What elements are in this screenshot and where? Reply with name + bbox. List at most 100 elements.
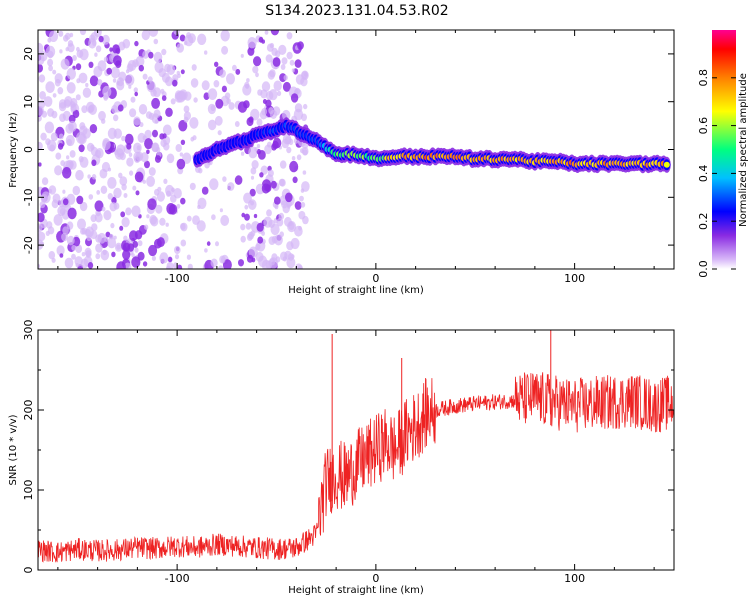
noise-blob xyxy=(153,109,161,118)
noise-blob xyxy=(116,261,126,269)
noise-blob xyxy=(265,99,272,108)
noise-blob xyxy=(144,129,152,139)
spectrogram-ylabel: Frequency (Hz) xyxy=(8,112,19,188)
noise-blob xyxy=(161,72,170,83)
noise-blob xyxy=(276,217,284,227)
noise-blob xyxy=(38,105,45,116)
noise-blob xyxy=(300,201,306,208)
noise-blob xyxy=(78,133,87,145)
noise-blob xyxy=(137,240,143,247)
noise-blob xyxy=(156,237,165,248)
noise-blob xyxy=(168,204,178,215)
x-tick-label: 0 xyxy=(372,272,379,285)
noise-blob xyxy=(134,247,139,253)
noise-blob xyxy=(221,85,227,93)
noise-blob xyxy=(201,80,210,91)
noise-blob xyxy=(88,194,94,200)
x-tick-label: 0 xyxy=(372,572,379,585)
noise-blob xyxy=(246,78,250,83)
noise-blob xyxy=(79,122,86,130)
noise-blob xyxy=(250,200,255,206)
noise-blob xyxy=(117,153,121,158)
noise-blob xyxy=(197,33,207,45)
noise-blob xyxy=(198,167,203,174)
noise-blob xyxy=(129,170,134,176)
noise-blob xyxy=(79,30,87,36)
noise-blob xyxy=(240,53,244,58)
noise-blob xyxy=(301,181,310,192)
noise-blob xyxy=(45,45,56,58)
noise-blob xyxy=(76,49,84,58)
noise-blob xyxy=(78,144,85,153)
noise-blob xyxy=(153,87,161,98)
noise-blob xyxy=(192,215,200,226)
noise-blob xyxy=(38,54,45,65)
noise-blob xyxy=(135,190,140,196)
noise-blob xyxy=(165,184,174,197)
noise-blob xyxy=(131,205,141,217)
noise-blob xyxy=(250,175,255,180)
noise-blob xyxy=(224,92,231,100)
noise-blob xyxy=(160,88,165,94)
noise-blob xyxy=(72,55,77,61)
noise-blob xyxy=(80,228,86,235)
noise-blob xyxy=(54,73,63,84)
noise-blob xyxy=(279,178,286,187)
noise-blob xyxy=(189,182,196,191)
noise-blob xyxy=(289,59,295,66)
noise-blob xyxy=(161,95,167,101)
colorbar: 0.0 0.2 0.4 0.6 0.8 Normalized spectral ampl… xyxy=(697,30,749,278)
noise-blob xyxy=(278,44,287,56)
noise-blob xyxy=(165,107,173,118)
noise-blob xyxy=(97,60,107,72)
noise-blob xyxy=(274,196,281,205)
noise-blob xyxy=(98,35,104,43)
noise-blob xyxy=(66,159,74,170)
noise-blob xyxy=(292,176,298,184)
noise-blob xyxy=(176,43,184,53)
noise-blob xyxy=(274,234,283,246)
y-tick-label: 0 xyxy=(22,146,35,153)
noise-blob xyxy=(121,135,126,142)
noise-blob xyxy=(109,233,114,240)
noise-blob xyxy=(251,160,259,169)
noise-blob xyxy=(107,193,114,200)
noise-blob xyxy=(270,30,280,36)
noise-blob xyxy=(293,108,304,121)
noise-blob xyxy=(274,204,279,210)
noise-blob xyxy=(240,223,246,231)
noise-blob xyxy=(67,207,77,220)
noise-blob xyxy=(290,237,300,250)
noise-blob xyxy=(174,254,180,260)
noise-blob xyxy=(146,175,156,187)
noise-blob xyxy=(154,155,162,163)
x-tick-label: 100 xyxy=(564,272,585,285)
noise-blob xyxy=(75,63,82,71)
noise-blob xyxy=(178,120,188,132)
colorbar-tick-label: 0.6 xyxy=(697,117,710,135)
noise-blob xyxy=(95,234,102,243)
y-tick-label: 0 xyxy=(22,567,35,574)
noise-blob xyxy=(38,212,45,223)
noise-blob xyxy=(289,221,293,226)
noise-blob xyxy=(280,64,286,70)
noise-blob xyxy=(161,48,167,56)
noise-blob xyxy=(186,254,191,260)
noise-blob xyxy=(257,89,263,96)
noise-blob xyxy=(240,235,246,243)
noise-blob xyxy=(118,71,127,82)
noise-blob xyxy=(157,186,162,192)
noise-blob xyxy=(60,58,70,70)
noise-blob xyxy=(213,80,220,88)
noise-blob xyxy=(226,73,235,85)
noise-blob xyxy=(125,69,130,74)
noise-blob xyxy=(66,82,76,94)
noise-blob xyxy=(75,169,84,181)
noise-blob xyxy=(147,76,153,83)
noise-blob xyxy=(142,50,149,59)
noise-blob xyxy=(97,79,103,86)
noise-blob xyxy=(153,51,163,63)
noise-blob xyxy=(166,64,176,75)
noise-blob xyxy=(291,254,295,259)
noise-blob xyxy=(243,100,250,109)
